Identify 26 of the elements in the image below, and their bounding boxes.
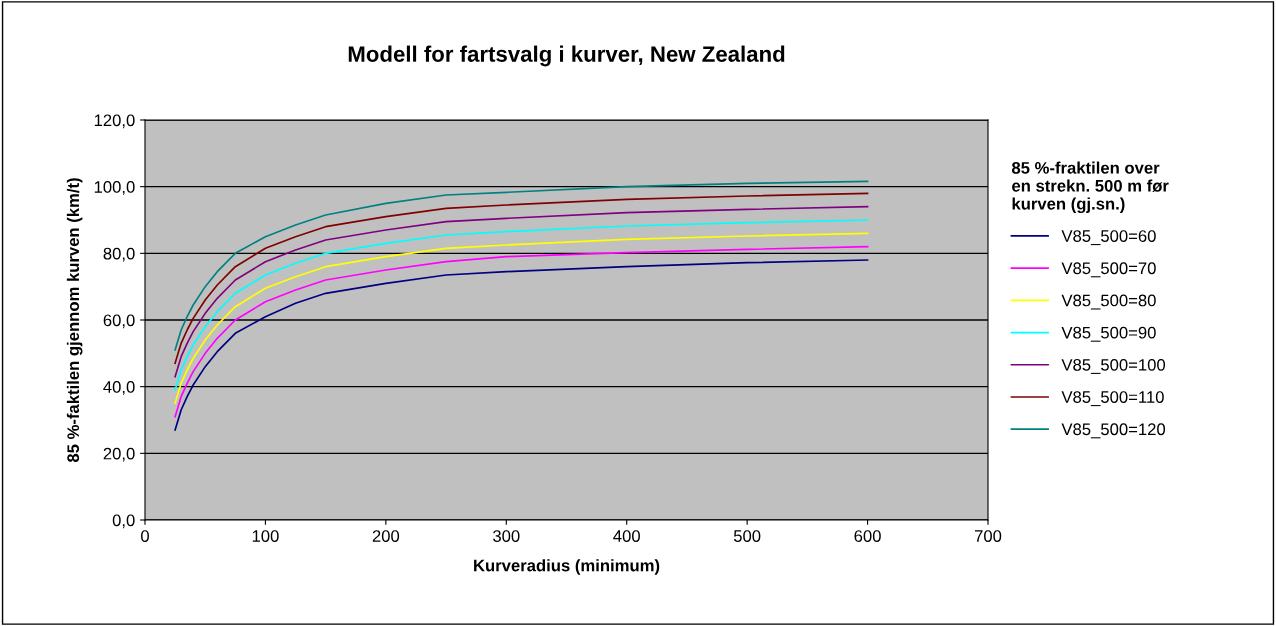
y-tick-label: 100,0: [94, 181, 135, 195]
x-tick-label: 700: [974, 530, 1002, 542]
legend-label: V85_500=80: [1061, 294, 1156, 310]
legend-label: V85_500=110: [1061, 391, 1164, 407]
y-tick-label: 60,0: [103, 314, 135, 329]
y-axis-title: 85 %-faktilen gjennom kurven (km/t): [66, 178, 83, 463]
legend-label: V85_500=90: [1061, 326, 1156, 342]
x-tick-label: 400: [613, 530, 640, 542]
y-tick-label: 120,0: [94, 114, 135, 129]
x-tick-label: 200: [372, 530, 400, 542]
y-tick-label: 0,0: [112, 514, 135, 529]
x-tick-label: 300: [493, 530, 520, 542]
chart-title: Modell for fartsvalg i kurver, New Zealand: [348, 45, 785, 67]
x-tick-label: 0: [141, 530, 149, 542]
x-axis-title: Kurveradius (minimum): [474, 559, 660, 575]
y-tick-label: 20,0: [103, 447, 135, 462]
x-tick-label: 100: [252, 530, 279, 542]
y-tick-label: 40,0: [103, 381, 135, 395]
y-tick-label: 80,0: [103, 247, 135, 262]
legend-label: V85_500=100: [1061, 358, 1166, 374]
legend-label: V85_500=60: [1061, 230, 1156, 246]
legend-title: 85 %-fraktilen over en strekn. 500 m før kurven (gj.sn.): [1011, 161, 1169, 214]
x-tick-label: 500: [733, 530, 761, 542]
legend-label: V85_500=120: [1061, 423, 1166, 439]
x-tick-label: 600: [854, 530, 881, 542]
legend-label: V85_500=70: [1061, 262, 1156, 278]
